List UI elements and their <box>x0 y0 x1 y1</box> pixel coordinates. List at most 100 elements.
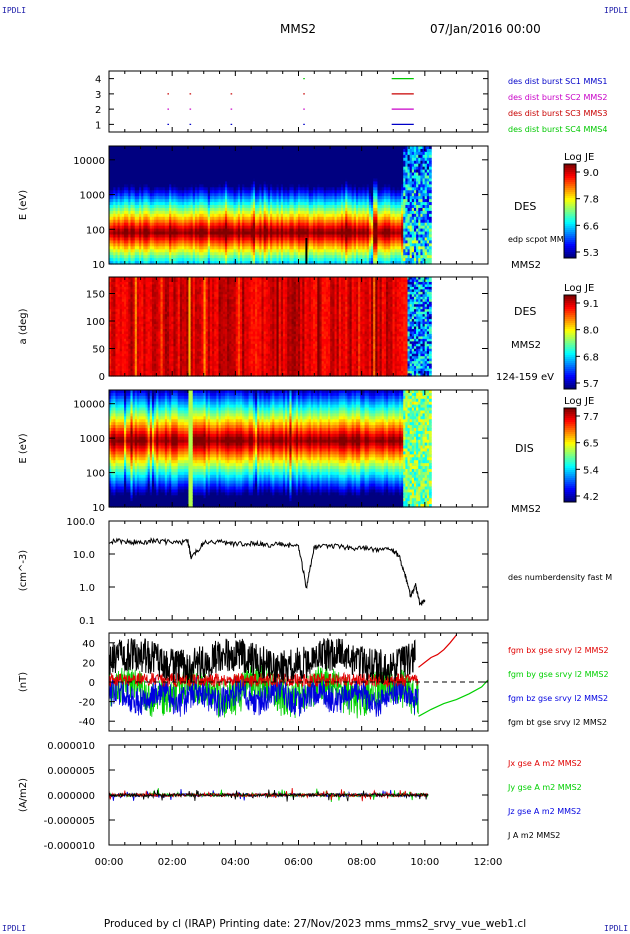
spacecraft-title: MMS2 <box>280 22 316 36</box>
dis_energy-colorbar-title: Log JE <box>564 396 594 407</box>
burst-legend-entry: des dist burst SC2 MMS2 <box>508 93 607 102</box>
fgm-legend-entry: fgm by gse srvy l2 MMS2 <box>508 670 609 679</box>
des_energy-side-label: edp scpot MMS2 <box>508 235 574 244</box>
colorbar-frame <box>563 294 577 390</box>
des_energy-colorbar-tick-label: 9.0 <box>583 168 599 179</box>
corner-label-bottom-right: IPDLI <box>604 924 629 933</box>
corner-label-bottom-left: IPDLI <box>2 924 27 933</box>
fgm-legend-entry: fgm bt gse srvy l2 MMS2 <box>508 718 607 727</box>
current-legend-entry: J A m2 MMS2 <box>507 831 560 840</box>
burst-panel-frame <box>108 70 489 133</box>
burst-legend-entry: des dist burst SC3 MMS3 <box>508 109 607 118</box>
des_pitch-colorbar-tick-label: 8.0 <box>583 326 599 337</box>
des_energy-y-tick-label: 100 <box>86 225 105 236</box>
density-series-line <box>108 537 426 606</box>
chart-stack: 1 2 3 4 des dist burst SC1 MMS1 des dist burs… <box>18 70 612 868</box>
colorbar-frame <box>563 407 577 503</box>
current-y-tick-label: 0.000005 <box>47 766 95 777</box>
des_energy-colorbar-tick-label: 7.8 <box>583 195 599 206</box>
current-series-line <box>108 789 429 802</box>
dis_energy-y-tick-label: 10 <box>92 503 105 514</box>
x-tick-label: 08:00 <box>347 857 376 868</box>
dis_energy-y-tick-label: 1000 <box>80 434 105 445</box>
dis_energy-colorbar-tick-label: 7.7 <box>583 412 599 423</box>
dis_energy-colorbar <box>564 408 576 503</box>
dis_energy-colorbar-tick-label: 6.5 <box>583 439 599 450</box>
dis_energy-side-label: DIS <box>515 442 534 455</box>
fgm-y-tick-label: -40 <box>79 717 95 728</box>
x-tick-label: 00:00 <box>95 857 124 868</box>
des_pitch-side-label: MMS2 <box>511 340 541 351</box>
des_energy-y-tick-label: 10000 <box>73 156 105 167</box>
burst-legend-entry: des dist burst SC1 MMS1 <box>508 77 607 86</box>
fgm-series-tail-line <box>418 634 457 668</box>
des_pitch-colorbar <box>564 295 576 390</box>
des_energy-y-tick-label: 10 <box>92 260 105 271</box>
current-legend-entry: Jx gse A m2 MMS2 <box>507 759 582 768</box>
date-title: 07/Jan/2016 00:00 <box>430 22 541 36</box>
fgm-y-tick-label: -20 <box>79 698 95 709</box>
corner-label-top-left: IPDLI <box>2 6 27 15</box>
dis_energy-side-label: MMS2 <box>511 504 541 515</box>
des_pitch-y-tick-label: 100 <box>86 317 105 328</box>
fgm-series-tail-line <box>418 679 489 717</box>
des_pitch-y-tick-label: 150 <box>86 290 105 301</box>
current-y-tick-label: -0.000005 <box>44 816 95 827</box>
density-y-axis-label: (cm^-3) <box>18 550 29 591</box>
des_energy-side-label: MMS2 <box>511 260 541 271</box>
des_energy-y-axis-label: E (eV) <box>18 190 29 220</box>
des_energy-colorbar-tick-label: 6.6 <box>583 221 599 232</box>
density-legend-entry: des numberdensity fast M <box>508 573 612 582</box>
fgm-legend-entry: fgm bx gse srvy l2 MMS2 <box>508 646 609 655</box>
corner-label-top-right: IPDLI <box>604 6 629 15</box>
des_pitch-side-label: DES <box>514 305 536 318</box>
footer-credit: Produced by cl (IRAP) Printing date: 27/… <box>103 918 527 930</box>
fgm-legend-entry: fgm bz gse srvy l2 MMS2 <box>508 694 608 703</box>
current-y-tick-label: 0.000000 <box>47 791 95 802</box>
burst-y-tick-label: 2 <box>95 105 101 116</box>
des_pitch-y-axis-label: a (deg) <box>18 308 29 344</box>
x-tick-label: 12:00 <box>474 857 503 868</box>
current-legend-entry: Jz gse A m2 MMS2 <box>507 807 581 816</box>
density-panel-frame <box>108 520 489 621</box>
colorbar-frame <box>563 163 577 259</box>
density-y-tick-label: 0.1 <box>79 616 95 627</box>
burst-y-tick-label: 4 <box>95 75 101 86</box>
des_pitch-colorbar-tick-label: 9.1 <box>583 299 599 310</box>
des_energy-colorbar-tick-label: 5.3 <box>583 248 599 259</box>
fgm-y-tick-label: 40 <box>82 639 95 650</box>
des_energy-side-label: DES <box>514 200 536 213</box>
current-y-tick-label: 0.000010 <box>47 741 95 752</box>
des_pitch-y-tick-label: 0 <box>99 372 105 383</box>
des_pitch-colorbar-tick-label: 6.8 <box>583 352 599 363</box>
des_energy-colorbar-title: Log JE <box>564 152 594 163</box>
x-tick-label: 02:00 <box>158 857 187 868</box>
current-y-axis-label: (A/m2) <box>18 778 29 812</box>
x-tick-label: 04:00 <box>221 857 250 868</box>
des_energy-spectrogram <box>109 146 432 265</box>
density-y-tick-label: 100.0 <box>66 517 95 528</box>
fgm-y-axis-label: (nT) <box>18 672 29 692</box>
fgm-bt-series-line <box>108 637 416 685</box>
dis_energy-y-tick-label: 10000 <box>73 400 105 411</box>
burst-legend-entry: des dist burst SC4 MMS4 <box>508 125 607 134</box>
dis_energy-colorbar-tick-label: 4.2 <box>583 492 599 503</box>
dis_energy-y-axis-label: E (eV) <box>18 433 29 463</box>
fgm-bz-series-line <box>108 676 419 717</box>
dis_energy-colorbar-tick-label: 5.4 <box>583 465 599 476</box>
x-tick-label: 06:00 <box>284 857 313 868</box>
burst-y-tick-label: 1 <box>95 120 101 131</box>
dis_energy-y-tick-label: 100 <box>86 469 105 480</box>
fgm-y-tick-label: 0 <box>89 678 95 689</box>
burst-y-tick-label: 3 <box>95 90 101 101</box>
x-tick-label: 10:00 <box>410 857 439 868</box>
dis_energy-spectrogram <box>109 390 432 508</box>
des_pitch-spectrogram <box>109 277 432 377</box>
fgm-y-tick-label: 20 <box>82 658 95 669</box>
des_pitch-y-tick-label: 50 <box>92 345 105 356</box>
des_pitch-colorbar-tick-label: 5.7 <box>583 379 599 390</box>
current-y-tick-label: -0.000010 <box>44 841 95 852</box>
current-legend-entry: Jy gse A m2 MMS2 <box>507 783 582 792</box>
des_energy-y-tick-label: 1000 <box>80 191 105 202</box>
des_pitch-side-label: 124-159 eV <box>496 372 554 383</box>
